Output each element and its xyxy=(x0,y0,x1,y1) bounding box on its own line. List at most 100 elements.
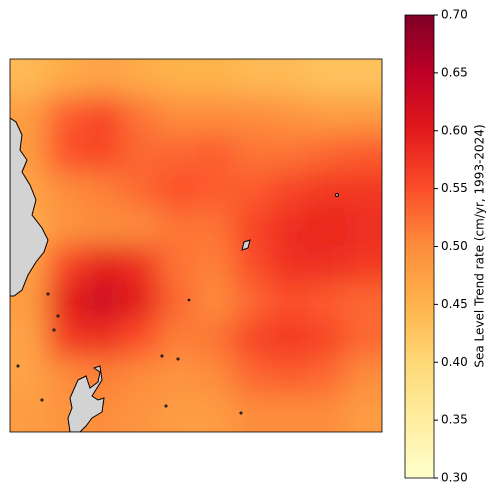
heat-cell xyxy=(121,96,160,135)
heat-cell xyxy=(84,59,123,97)
heat-cell xyxy=(307,282,346,321)
heat-cell xyxy=(47,245,85,284)
map-area xyxy=(10,59,382,432)
heat-cell xyxy=(10,357,48,396)
heat-cell xyxy=(344,357,382,396)
heat-cell xyxy=(344,59,382,97)
heat-cell xyxy=(10,394,48,432)
heat-cell xyxy=(158,394,197,432)
heat-cell xyxy=(344,133,382,172)
heat-cell xyxy=(47,59,85,97)
heat-cell xyxy=(196,170,234,209)
heat-cell xyxy=(196,357,234,396)
heat-cell xyxy=(196,394,234,432)
heat-cell xyxy=(307,394,346,432)
heat-cell xyxy=(47,320,85,358)
heat-cell xyxy=(158,357,197,396)
heat-cell xyxy=(121,282,160,321)
islet xyxy=(56,314,60,318)
heat-cell xyxy=(344,320,382,358)
heat-cell xyxy=(307,357,346,396)
heat-cell xyxy=(10,282,48,321)
heat-cell xyxy=(121,394,160,432)
heat-cell xyxy=(47,208,85,246)
heat-cell xyxy=(196,282,234,321)
heat-cell xyxy=(344,96,382,135)
heat-cell xyxy=(84,170,123,209)
heat-cell xyxy=(344,245,382,284)
heat-cell xyxy=(233,320,271,358)
heat-cell xyxy=(10,96,48,135)
heat-cell xyxy=(158,320,197,358)
heat-cell xyxy=(121,208,160,246)
heat-cell xyxy=(270,133,309,172)
heat-cell xyxy=(270,245,309,284)
island xyxy=(67,365,105,432)
heat-cell xyxy=(233,170,271,209)
colorbar-tick-label: 0.50 xyxy=(441,239,468,253)
islet xyxy=(52,328,56,332)
heat-cell xyxy=(158,59,197,97)
heat-cell xyxy=(233,282,271,321)
heat-cell xyxy=(10,320,48,358)
heat-cell xyxy=(84,208,123,246)
heat-cell xyxy=(307,320,346,358)
heat-cell xyxy=(158,208,197,246)
heat-cell xyxy=(47,282,85,321)
heat-cell xyxy=(121,133,160,172)
heat-cell xyxy=(270,320,309,358)
heat-cell xyxy=(270,96,309,135)
islet xyxy=(160,354,164,358)
coast xyxy=(10,117,49,297)
colorbar-tick-label: 0.65 xyxy=(441,65,468,79)
islet xyxy=(239,411,243,415)
islet xyxy=(16,364,20,368)
heat-cell xyxy=(270,59,309,97)
heat-cell xyxy=(344,282,382,321)
colorbar-tick-label: 0.70 xyxy=(441,8,468,22)
heat-cell xyxy=(84,320,123,358)
heat-cell xyxy=(47,170,85,209)
heat-cell xyxy=(84,282,123,321)
heat-cell xyxy=(158,245,197,284)
colorbar-tick-label: 0.35 xyxy=(441,413,468,427)
colorbar-tick-label: 0.40 xyxy=(441,355,468,369)
heat-cell xyxy=(47,96,85,135)
heat-cell xyxy=(196,96,234,135)
heat-cell xyxy=(270,282,309,321)
heat-cell xyxy=(158,96,197,135)
colorbar-tick-label: 0.30 xyxy=(441,471,468,485)
heat-cell xyxy=(344,394,382,432)
heat-cell xyxy=(10,59,48,97)
heat-cell xyxy=(307,170,346,209)
colorbar-tick-label: 0.60 xyxy=(441,123,468,137)
heat-cell xyxy=(270,394,309,432)
heat-cell xyxy=(233,96,271,135)
heat-cell xyxy=(233,245,271,284)
heat-cell xyxy=(233,357,271,396)
heat-cell xyxy=(270,357,309,396)
heat-cell xyxy=(344,170,382,209)
heat-cell xyxy=(84,133,123,172)
heat-cell xyxy=(158,133,197,172)
heat-cell xyxy=(196,133,234,172)
heat-cell xyxy=(233,133,271,172)
heat-cell xyxy=(121,59,160,97)
islet xyxy=(335,193,339,197)
colorbar-tick-label: 0.55 xyxy=(441,181,468,195)
heat-cell xyxy=(196,59,234,97)
heat-cell xyxy=(307,208,346,246)
heat-cell xyxy=(307,245,346,284)
heat-cell xyxy=(233,59,271,97)
heat-cell xyxy=(84,96,123,135)
heat-cell xyxy=(307,59,346,97)
heat-cell xyxy=(84,245,123,284)
islet xyxy=(176,357,180,361)
heat-cell xyxy=(47,133,85,172)
colorbar xyxy=(404,14,435,479)
colorbar-tick-label: 0.45 xyxy=(441,297,468,311)
heat-cell xyxy=(196,208,234,246)
heat-cell xyxy=(121,245,160,284)
heat-cell xyxy=(158,282,197,321)
heat-cell xyxy=(307,133,346,172)
